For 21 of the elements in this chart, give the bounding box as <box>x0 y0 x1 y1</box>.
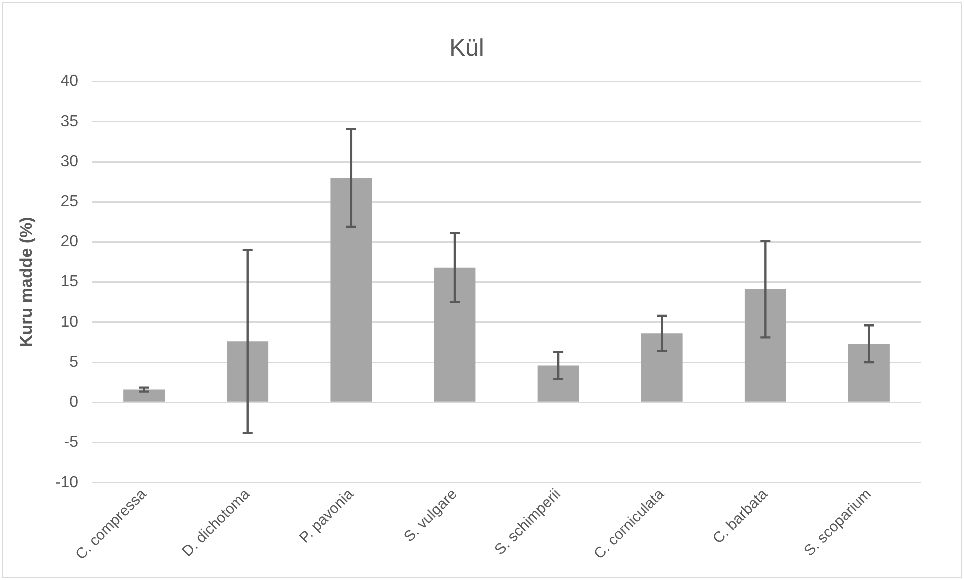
y-tick-label: 20 <box>60 234 79 251</box>
y-tick-label: -10 <box>55 474 79 492</box>
y-tick-label: 10 <box>60 314 79 331</box>
bar <box>124 390 166 402</box>
y-tick-label: 0 <box>70 394 79 412</box>
bar <box>848 344 890 402</box>
y-tick-label: 15 <box>60 274 79 291</box>
bar <box>227 342 269 402</box>
y-tick-label: -5 <box>64 434 79 452</box>
y-axis-title: Kuru madde (%) <box>16 217 36 348</box>
chart-title: Kül <box>450 35 484 62</box>
y-tick-label: 35 <box>60 113 79 130</box>
bar <box>744 290 786 402</box>
bar <box>538 366 580 402</box>
y-tick-label: 40 <box>60 73 79 90</box>
bar <box>434 268 476 402</box>
y-tick-label: 30 <box>60 153 79 170</box>
y-tick-label: 25 <box>60 194 79 211</box>
bar <box>641 334 683 402</box>
bar <box>330 178 372 402</box>
y-tick-label: 5 <box>70 354 79 371</box>
